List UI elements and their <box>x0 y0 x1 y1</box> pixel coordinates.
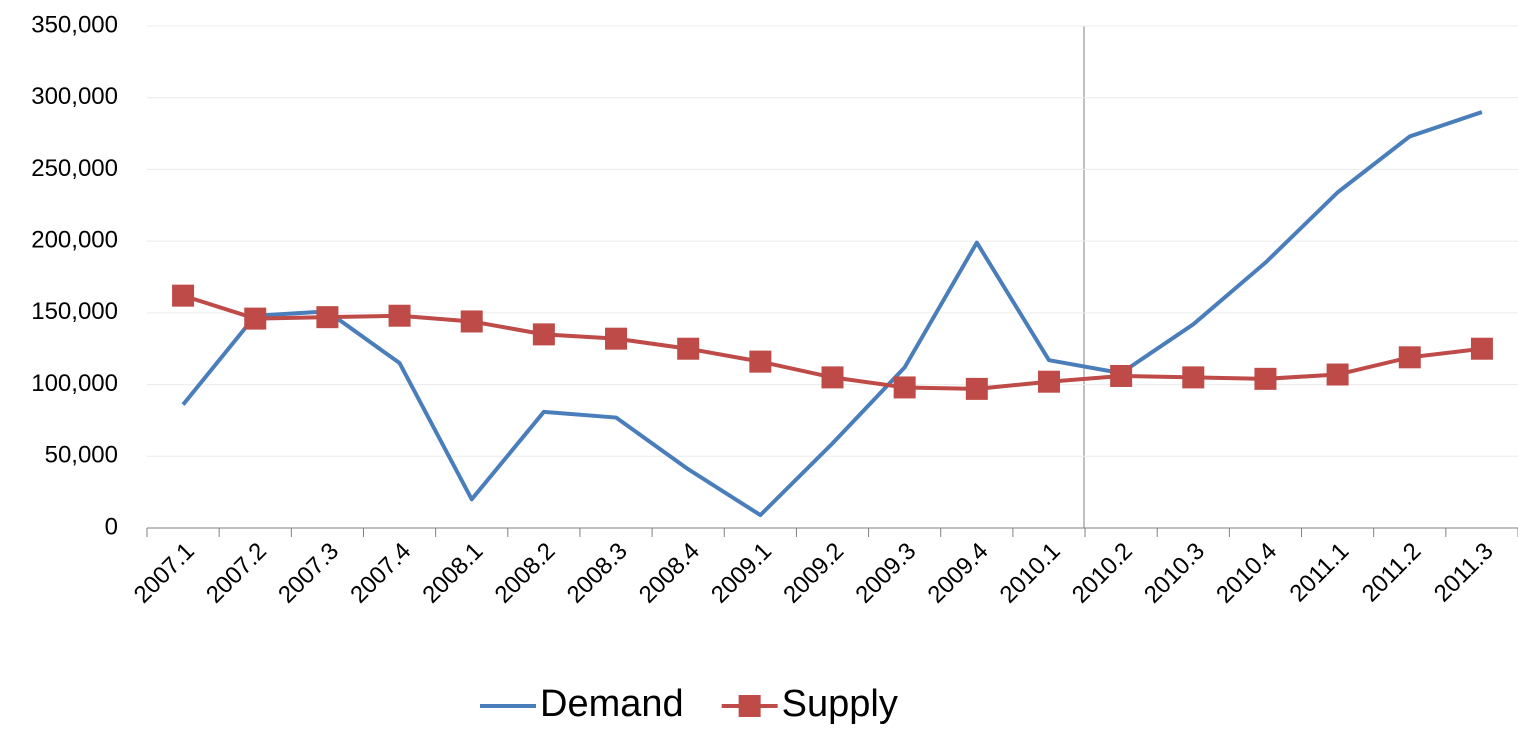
y-tick-label: 0 <box>105 513 118 540</box>
x-tick-label: 2011.3 <box>1429 538 1499 608</box>
x-tick-label: 2007.4 <box>345 538 416 609</box>
data-marker <box>821 366 844 389</box>
x-tick-label: 2011.1 <box>1285 538 1355 608</box>
data-marker <box>532 323 555 346</box>
x-tick-label: 2009.1 <box>706 538 777 609</box>
data-marker <box>1254 367 1277 390</box>
y-tick-label: 200,000 <box>31 226 118 253</box>
x-tick-label: 2010.4 <box>1211 538 1282 609</box>
x-tick-label: 2010.2 <box>1067 538 1138 609</box>
x-tick-label: 2011.2 <box>1357 538 1427 608</box>
y-tick-label: 250,000 <box>31 155 118 182</box>
data-marker <box>893 376 916 399</box>
x-tick-label: 2007.3 <box>273 538 344 609</box>
data-marker <box>172 284 195 307</box>
data-marker <box>388 304 411 327</box>
x-tick-label: 2009.2 <box>778 538 849 609</box>
x-tick-label: 2008.3 <box>562 538 633 609</box>
legend-marker <box>738 695 761 717</box>
x-tick-label: 2008.4 <box>634 538 705 609</box>
data-marker <box>605 327 628 350</box>
legend-label: Demand <box>540 683 684 725</box>
y-tick-label: 50,000 <box>45 442 118 469</box>
y-tick-label: 350,000 <box>31 11 118 38</box>
data-marker <box>244 307 267 330</box>
data-marker <box>749 350 772 373</box>
x-tick-label: 2008.1 <box>417 538 488 609</box>
data-marker <box>1398 346 1421 369</box>
y-tick-label: 100,000 <box>31 370 118 397</box>
data-marker <box>677 337 700 360</box>
x-tick-label: 2010.3 <box>1139 538 1210 609</box>
data-marker <box>460 310 483 333</box>
y-tick-label: 300,000 <box>31 83 118 110</box>
data-marker <box>965 377 988 400</box>
x-tick-label: 2007.2 <box>201 538 272 609</box>
legend-label: Supply <box>782 683 898 725</box>
x-tick-label: 2008.2 <box>490 538 561 609</box>
data-marker <box>316 306 339 329</box>
data-marker <box>1110 364 1133 387</box>
data-marker <box>1326 363 1349 386</box>
x-tick-label: 2009.3 <box>850 538 921 609</box>
x-tick-label: 2007.1 <box>129 538 200 609</box>
data-marker <box>1470 337 1493 360</box>
data-marker <box>1037 370 1060 393</box>
data-marker <box>1182 366 1205 389</box>
x-tick-label: 2010.1 <box>995 538 1066 609</box>
y-tick-label: 150,000 <box>31 298 118 325</box>
series-line <box>181 110 1483 518</box>
x-tick-label: 2009.4 <box>923 538 994 609</box>
